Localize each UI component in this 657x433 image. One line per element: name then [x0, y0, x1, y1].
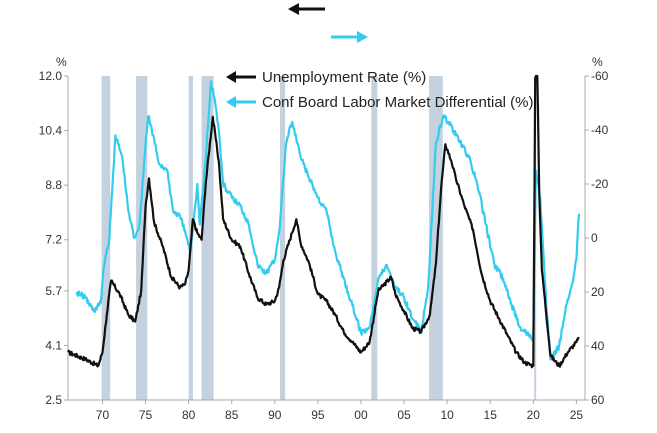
x-tick-label: 10 [440, 408, 454, 422]
recession-band [101, 76, 111, 400]
recession-band [429, 76, 443, 400]
x-tick-label: 20 [527, 408, 541, 422]
x-tick-label: 85 [225, 408, 239, 422]
right-tick-label: -60 [591, 69, 609, 83]
left-axis-unit: % [56, 55, 67, 69]
right-axis-unit: % [592, 55, 603, 69]
legend-arrow-unemployment-icon [226, 71, 256, 83]
x-tick-label: 90 [268, 408, 282, 422]
legend-label-differential: Conf Board Labor Market Differential (%) [262, 94, 534, 111]
recession-band [136, 76, 148, 400]
x-tick-label: 75 [139, 408, 153, 422]
right-tick-label: -40 [591, 123, 609, 137]
right-tick-label: -20 [591, 177, 609, 191]
x-tick-label: 05 [397, 408, 411, 422]
left-tick-label: 5.7 [45, 284, 62, 298]
right-tick-label: 20 [591, 285, 605, 299]
series-labor-market-differential [75, 80, 581, 361]
recession-bands [101, 76, 537, 400]
x-tick-label: 25 [570, 408, 584, 422]
top-arrow-left-icon [288, 3, 325, 15]
legend-label-unemployment: Unemployment Rate (%) [262, 69, 426, 86]
tick-labels: 12.0 10.4 8.8 7.2 5.7 4.1 2.5 -60 -40 -20 0 20 40 60 7… [39, 69, 609, 422]
left-tick-label: 10.4 [39, 124, 63, 138]
x-tick-label: 70 [96, 408, 110, 422]
top-arrow-right-icon [331, 31, 368, 43]
x-tick-label: 00 [354, 408, 368, 422]
left-tick-label: 12.0 [39, 69, 63, 83]
recession-band [279, 76, 286, 400]
right-tick-label: 60 [591, 393, 605, 407]
left-tick-label: 4.1 [45, 338, 62, 352]
recession-band [201, 76, 214, 400]
series-lines [67, 74, 581, 369]
x-tick-label: 15 [484, 408, 498, 422]
left-tick-label: 2.5 [45, 393, 62, 407]
x-tick-label: 80 [182, 408, 196, 422]
legend: Unemployment Rate (%) Conf Board Labor M… [226, 69, 534, 111]
legend-arrow-differential-icon [226, 96, 256, 108]
right-tick-label: 40 [591, 339, 605, 353]
right-tick-label: 0 [591, 231, 598, 245]
series-unemployment-rate [67, 74, 580, 369]
left-tick-label: 8.8 [45, 178, 62, 192]
recession-band [371, 76, 378, 400]
left-tick-label: 7.2 [45, 233, 62, 247]
x-tick-label: 95 [311, 408, 325, 422]
